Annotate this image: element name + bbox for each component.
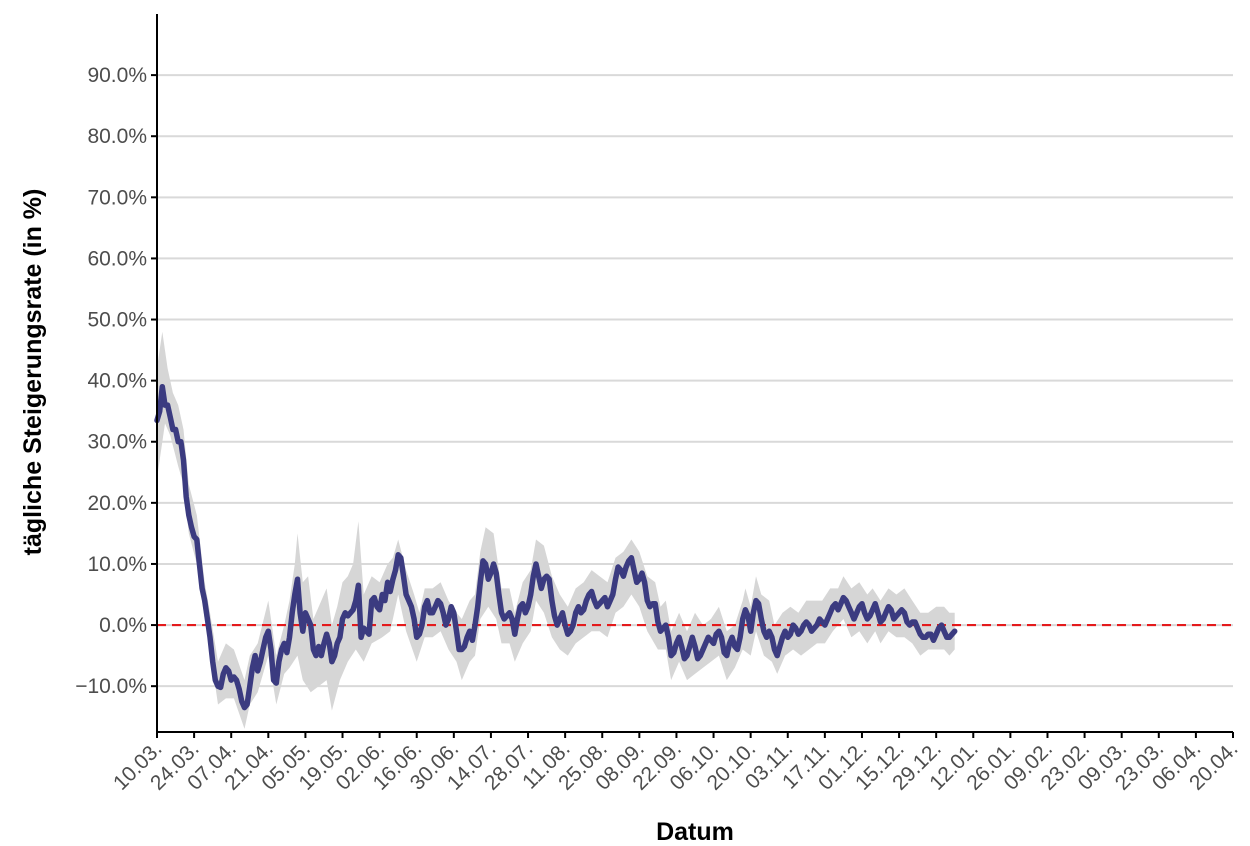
- series-line-0: [154, 383, 958, 711]
- y-axis-title: tägliche Steigerungsrate (in %): [19, 189, 47, 556]
- y-tick-label-8: 70.0%: [87, 186, 147, 209]
- y-tick-label-10: 90.0%: [87, 64, 147, 87]
- y-tick-labels: −10.0% 0.0% 10.0% 20.0% 30.0% 40.0% 50.0% 60.0%…: [75, 64, 147, 698]
- confidence-band-area: [157, 331, 955, 729]
- x-axis-title: Datum: [656, 818, 734, 846]
- y-tick-label-0: −10.0%: [75, 675, 147, 698]
- y-tick-label-2: 10.0%: [87, 553, 147, 576]
- grid: [157, 74, 1233, 688]
- y-tick-label-7: 60.0%: [87, 247, 147, 270]
- series-line-layer: [154, 383, 958, 711]
- y-tick-label-9: 80.0%: [87, 125, 147, 148]
- y-tick-label-4: 30.0%: [87, 431, 147, 454]
- y-tick-label-5: 40.0%: [87, 370, 147, 393]
- x-tick-labels: 10.03.24.03.07.04.21.04.05.05.19.05.02.0…: [109, 737, 1243, 795]
- axes: [151, 14, 1234, 738]
- y-tick-label-1: 0.0%: [99, 614, 147, 637]
- y-tick-label-6: 50.0%: [87, 309, 147, 332]
- confidence-band: [157, 331, 955, 729]
- y-tick-label-3: 20.0%: [87, 492, 147, 515]
